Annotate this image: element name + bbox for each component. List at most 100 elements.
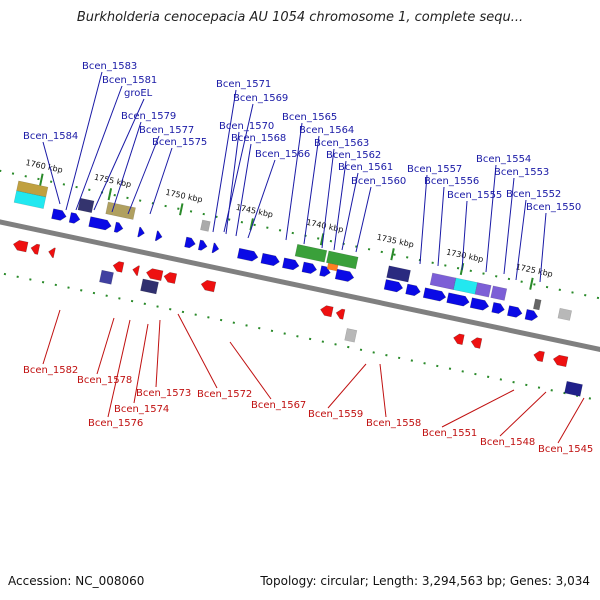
forward-gene-arrow bbox=[469, 297, 490, 311]
forward-gene-label: Bcen_1566 bbox=[255, 149, 310, 160]
feature-block bbox=[200, 219, 211, 232]
forward-gene-arrow bbox=[197, 239, 208, 251]
reverse-gene-label: Bcen_1548 bbox=[480, 437, 535, 448]
reverse-gene-arrow bbox=[132, 265, 140, 276]
reverse-gene-arrow bbox=[112, 261, 125, 273]
reverse-gene-label: Bcen_1582 bbox=[23, 365, 78, 376]
feature-block bbox=[386, 265, 411, 283]
forward-label-leader bbox=[485, 164, 497, 273]
forward-label-leader bbox=[341, 172, 359, 251]
reverse-gene-label: Bcen_1573 bbox=[136, 388, 191, 399]
forward-gene-label: Bcen_1550 bbox=[526, 202, 581, 213]
reverse-label-leader bbox=[499, 391, 547, 437]
reverse-gene-label: Bcen_1576 bbox=[88, 418, 143, 429]
reverse-gene-label: Bcen_1558 bbox=[366, 418, 421, 429]
forward-gene-label: Bcen_1565 bbox=[282, 112, 337, 123]
forward-label-leader bbox=[285, 122, 303, 241]
reverse-label-leader bbox=[133, 323, 149, 404]
forward-label-leader bbox=[235, 143, 252, 237]
forward-gene-label: Bcen_1557 bbox=[407, 164, 462, 175]
reverse-gene-arrow bbox=[533, 350, 545, 363]
position-tick-label: 1755 kbp bbox=[93, 173, 132, 190]
forward-gene-label: Bcen_1554 bbox=[476, 154, 531, 165]
feature-block bbox=[326, 262, 339, 272]
reverse-label-leader bbox=[327, 363, 367, 409]
forward-gene-arrow bbox=[154, 230, 163, 242]
feature-block bbox=[99, 269, 114, 285]
reverse-label-leader bbox=[557, 397, 585, 444]
forward-gene-arrow bbox=[405, 283, 421, 296]
reverse-gene-label: Bcen_1567 bbox=[251, 400, 306, 411]
forward-gene-arrow bbox=[383, 279, 404, 293]
reverse-label-leader bbox=[441, 389, 515, 428]
forward-label-leader bbox=[321, 148, 335, 249]
forward-label-leader bbox=[303, 135, 320, 245]
reverse-label-leader bbox=[155, 319, 161, 388]
forward-gene-label: Bcen_1563 bbox=[314, 138, 369, 149]
forward-label-leader bbox=[65, 71, 103, 211]
chromosome-backbone bbox=[0, 204, 600, 372]
feature-block bbox=[326, 250, 359, 270]
feature-block bbox=[564, 380, 583, 397]
reverse-gene-label: Bcen_1574 bbox=[114, 404, 169, 415]
forward-gene-label: groEL bbox=[124, 88, 153, 99]
feature-block bbox=[557, 307, 573, 321]
reverse-label-leader bbox=[177, 313, 218, 389]
forward-label-leader bbox=[503, 177, 515, 275]
reverse-gene-arrow bbox=[552, 354, 569, 368]
forward-label-leader bbox=[127, 135, 160, 215]
forward-gene-label: Bcen_1583 bbox=[82, 61, 137, 72]
feature-block bbox=[294, 243, 328, 263]
position-tick-label: 1730 kbp bbox=[445, 247, 484, 264]
forward-label-leader bbox=[93, 98, 145, 211]
forward-gene-label: Bcen_1553 bbox=[494, 167, 549, 178]
forward-gene-label: Bcen_1570 bbox=[219, 121, 274, 132]
forward-gene-arrow bbox=[88, 216, 112, 231]
forward-label-leader bbox=[111, 121, 142, 213]
forward-gene-arrow bbox=[507, 305, 523, 318]
reverse-gene-arrow bbox=[453, 333, 465, 346]
position-tick-mark bbox=[39, 173, 44, 186]
reverse-label-leader bbox=[229, 341, 272, 400]
forward-label-leader bbox=[419, 174, 428, 265]
forward-gene-label: Bcen_1556 bbox=[424, 176, 479, 187]
forward-label-leader bbox=[461, 200, 468, 271]
feature-block bbox=[532, 298, 542, 311]
forward-label-leader bbox=[515, 199, 527, 281]
reverse-label-leader bbox=[96, 317, 115, 375]
reverse-gene-label: Bcen_1545 bbox=[538, 444, 593, 455]
reverse-gene-arrow bbox=[470, 337, 483, 349]
forward-gene-label: Bcen_1575 bbox=[152, 137, 207, 148]
forward-gene-arrow bbox=[524, 309, 539, 321]
forward-gene-arrow bbox=[422, 287, 447, 302]
position-tick-mark bbox=[179, 203, 184, 216]
forward-gene-arrow bbox=[319, 265, 331, 277]
forward-gene-arrow bbox=[211, 242, 220, 254]
forward-gene-arrow bbox=[68, 212, 81, 224]
reverse-gene-arrow bbox=[335, 308, 346, 320]
accession-label: Accession: NC_008060 bbox=[8, 574, 145, 588]
reverse-label-leader bbox=[379, 363, 387, 418]
position-tick-mark bbox=[107, 188, 113, 201]
forward-label-leader bbox=[247, 159, 276, 239]
forward-gene-label: Bcen_1568 bbox=[231, 133, 286, 144]
feature-block bbox=[490, 285, 508, 301]
feature-block bbox=[77, 197, 95, 214]
forward-gene-arrow bbox=[334, 268, 355, 282]
position-tick-label: 1760 kbp bbox=[25, 158, 64, 175]
forward-gene-label: Bcen_1569 bbox=[233, 93, 288, 104]
position-tick-label: 1750 kbp bbox=[165, 188, 204, 205]
forward-gene-arrow bbox=[260, 252, 280, 267]
forward-gene-arrow bbox=[301, 261, 317, 274]
reverse-gene-arrow bbox=[163, 272, 178, 284]
forward-gene-label: Bcen_1564 bbox=[299, 125, 354, 136]
forward-gene-label: Bcen_1584 bbox=[23, 131, 78, 142]
forward-label-leader bbox=[333, 160, 347, 251]
reverse-label-leader bbox=[107, 319, 131, 418]
forward-label-leader bbox=[42, 141, 61, 205]
reverse-gene-label: Bcen_1551 bbox=[422, 428, 477, 439]
position-tick-label: 1725 kbp bbox=[515, 262, 554, 279]
reverse-gene-arrow bbox=[146, 268, 164, 281]
forward-gene-label: Bcen_1571 bbox=[216, 79, 271, 90]
